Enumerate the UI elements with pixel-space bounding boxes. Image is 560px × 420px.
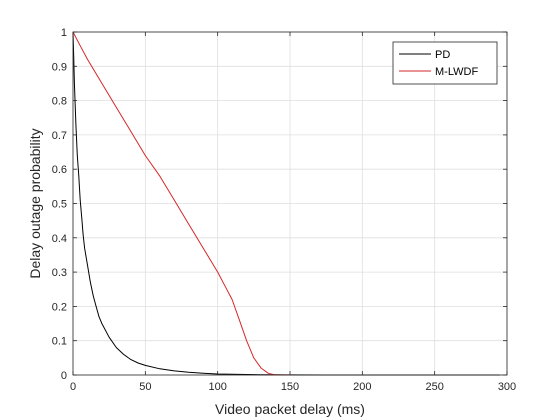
x-tick-label: 250 — [425, 381, 443, 393]
y-tick-label: 0 — [61, 370, 67, 382]
legend-label: M-LWDF — [435, 66, 478, 78]
axis-ticks: 0 50 100 150 200 250 300 0 0.1 0.2 0.3 0.4 0.5 0.6 0.7… — [52, 27, 516, 393]
legend-label: PD — [435, 49, 450, 61]
y-tick-label: 0.1 — [52, 336, 67, 348]
x-tick-label: 150 — [281, 381, 299, 393]
legend-box — [392, 41, 498, 85]
y-tick-label: 0.6 — [52, 164, 67, 176]
x-tick-label: 50 — [139, 381, 151, 393]
y-tick-label: 1 — [61, 27, 67, 39]
x-axis-label: Video packet delay (ms) — [215, 401, 365, 417]
y-axis-label: Delay outage probability — [27, 128, 43, 278]
x-tick-label: 200 — [353, 381, 371, 393]
x-tick-label: 0 — [70, 381, 76, 393]
series-line-m-lwdf — [72, 31, 290, 376]
y-tick-label: 0.2 — [52, 301, 67, 313]
y-tick-label: 0.5 — [52, 199, 67, 211]
y-tick-label: 0.8 — [52, 96, 67, 108]
y-tick-label: 0.7 — [52, 130, 67, 142]
y-tick-label: 0.4 — [52, 233, 67, 245]
x-tick-label: 300 — [498, 381, 516, 393]
y-tick-label: 0.3 — [52, 267, 67, 279]
x-tick-label: 100 — [208, 381, 226, 393]
y-tick-label: 0.9 — [52, 61, 67, 73]
legend: PD M-LWDF — [392, 41, 498, 85]
